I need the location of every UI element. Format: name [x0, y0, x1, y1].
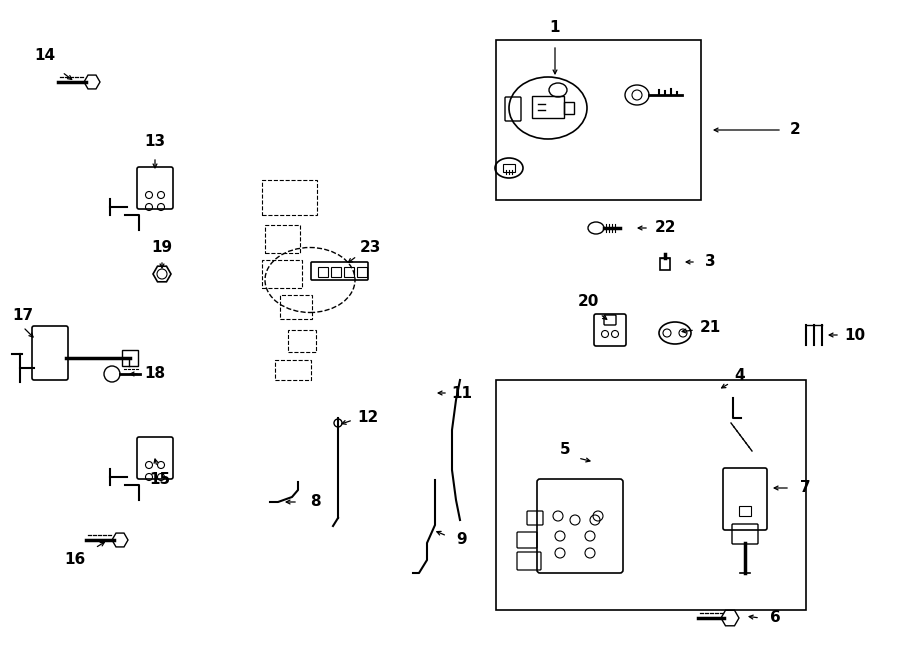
- Bar: [344, 267, 354, 277]
- Bar: [331, 267, 341, 277]
- Bar: [280, 295, 312, 319]
- Text: 7: 7: [800, 481, 810, 496]
- Text: 1: 1: [550, 20, 560, 36]
- Text: 6: 6: [770, 611, 780, 625]
- Bar: [496, 380, 806, 610]
- Bar: [275, 360, 311, 380]
- Text: 3: 3: [705, 254, 716, 270]
- Bar: [262, 180, 317, 215]
- Bar: [532, 96, 564, 118]
- Bar: [288, 330, 316, 352]
- Text: 11: 11: [452, 385, 472, 401]
- Text: 4: 4: [734, 368, 745, 383]
- Text: 19: 19: [151, 241, 173, 256]
- Text: 12: 12: [357, 410, 379, 426]
- Text: 17: 17: [13, 307, 33, 323]
- Bar: [122, 350, 138, 366]
- Bar: [357, 267, 367, 277]
- Text: 13: 13: [144, 134, 166, 149]
- Text: 22: 22: [654, 221, 676, 235]
- Bar: [739, 506, 751, 516]
- Text: 10: 10: [844, 327, 866, 342]
- Text: 20: 20: [577, 295, 598, 309]
- Bar: [660, 258, 670, 270]
- Bar: [318, 267, 328, 277]
- Text: 8: 8: [310, 494, 320, 510]
- Bar: [503, 164, 515, 172]
- Text: 23: 23: [359, 241, 381, 256]
- Text: 18: 18: [144, 366, 166, 381]
- Bar: [265, 225, 300, 253]
- Text: 21: 21: [699, 321, 721, 336]
- Text: 15: 15: [149, 473, 171, 488]
- Text: 14: 14: [34, 48, 56, 63]
- Bar: [564, 102, 574, 114]
- Text: 5: 5: [560, 442, 571, 457]
- Bar: [262, 260, 302, 288]
- Text: 2: 2: [789, 122, 800, 137]
- Bar: [496, 40, 701, 200]
- Text: 9: 9: [456, 533, 467, 547]
- Text: 16: 16: [65, 553, 86, 568]
